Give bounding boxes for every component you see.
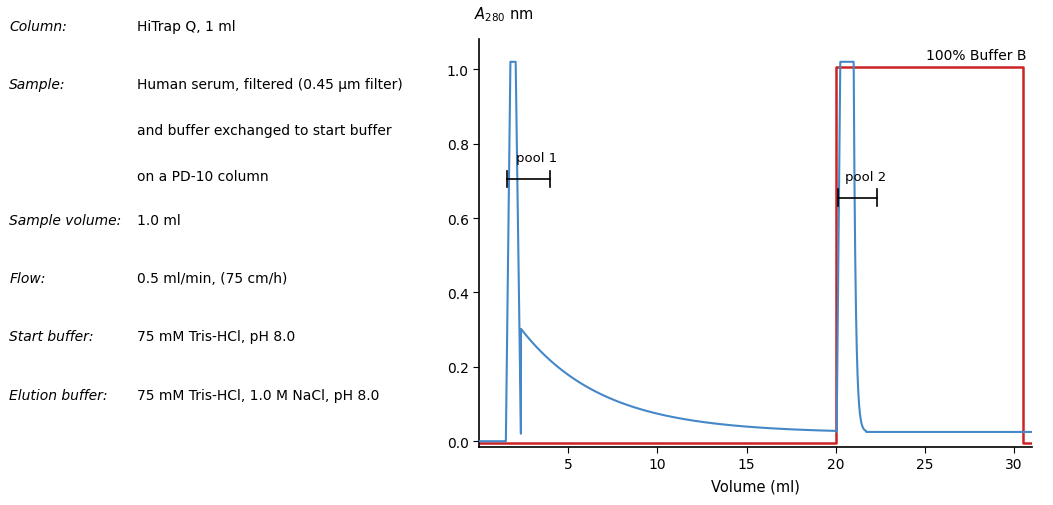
- Text: pool 1: pool 1: [516, 152, 557, 165]
- Text: Sample:: Sample:: [9, 78, 65, 92]
- Text: 100% Buffer B: 100% Buffer B: [926, 48, 1027, 63]
- Text: Sample volume:: Sample volume:: [9, 214, 121, 228]
- Text: and buffer exchanged to start buffer: and buffer exchanged to start buffer: [137, 124, 392, 138]
- Text: 75 mM Tris-HCl, pH 8.0: 75 mM Tris-HCl, pH 8.0: [137, 330, 296, 344]
- Text: Start buffer:: Start buffer:: [9, 330, 94, 344]
- Text: Flow:: Flow:: [9, 272, 45, 286]
- Text: Human serum, filtered (0.45 μm filter): Human serum, filtered (0.45 μm filter): [137, 78, 403, 92]
- X-axis label: Volume (ml): Volume (ml): [711, 478, 800, 493]
- Text: pool 2: pool 2: [845, 170, 886, 183]
- Text: $A_{280}$ nm: $A_{280}$ nm: [474, 6, 533, 24]
- Text: Column:: Column:: [9, 20, 67, 34]
- Text: HiTrap Q, 1 ml: HiTrap Q, 1 ml: [137, 20, 236, 34]
- Text: 1.0 ml: 1.0 ml: [137, 214, 181, 228]
- Text: on a PD-10 column: on a PD-10 column: [137, 169, 270, 183]
- Text: Elution buffer:: Elution buffer:: [9, 388, 107, 402]
- Text: 75 mM Tris-HCl, 1.0 M NaCl, pH 8.0: 75 mM Tris-HCl, 1.0 M NaCl, pH 8.0: [137, 388, 380, 402]
- Text: 0.5 ml/min, (75 cm/h): 0.5 ml/min, (75 cm/h): [137, 272, 287, 286]
